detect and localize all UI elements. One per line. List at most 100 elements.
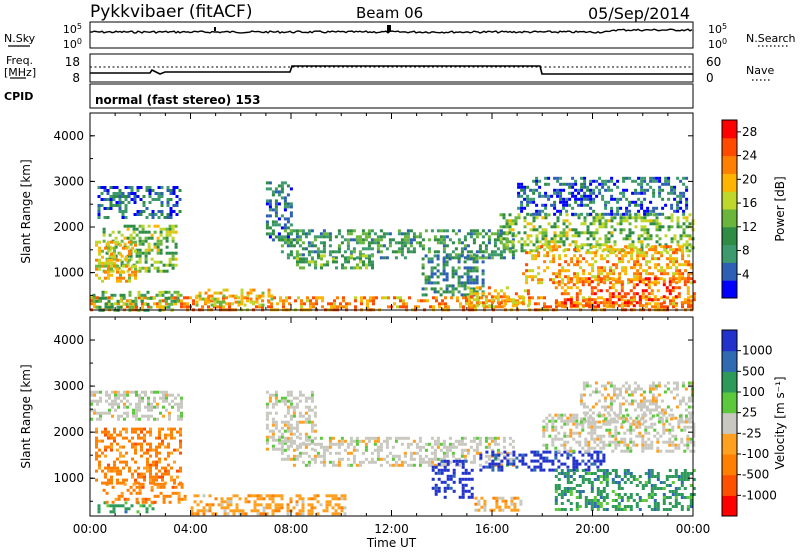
range-gate-cell <box>274 214 278 218</box>
range-gate-cell <box>660 251 664 255</box>
range-gate-cell <box>139 504 143 508</box>
range-gate-cell <box>538 209 542 213</box>
range-gate-cell <box>655 179 659 183</box>
range-gate-cell <box>639 275 643 279</box>
range-gate-cell <box>491 459 495 463</box>
range-gate-cell <box>95 427 98 431</box>
range-gate-cell <box>462 296 465 300</box>
range-gate-cell <box>499 213 503 217</box>
range-gate-cell <box>692 292 696 296</box>
range-gate-cell <box>171 491 175 495</box>
range-gate-cell <box>472 281 476 285</box>
range-gate-cell <box>429 305 432 309</box>
range-gate-cell <box>110 246 113 250</box>
range-gate-cell <box>285 299 288 303</box>
range-gate-cell <box>403 232 407 236</box>
range-gate-cell <box>126 411 129 415</box>
range-gate-cell <box>502 256 506 260</box>
range-gate-cell <box>325 509 329 513</box>
range-gate-cell <box>547 213 551 217</box>
range-gate-cell <box>299 260 302 264</box>
range-gate-cell <box>267 300 271 304</box>
range-gate-cell <box>176 290 180 294</box>
range-gate-cell <box>98 261 101 265</box>
range-gate-cell <box>406 463 410 467</box>
range-gate-cell <box>121 210 125 213</box>
range-gate-cell <box>543 302 546 306</box>
range-gate-cell <box>289 205 293 209</box>
range-gate-cell <box>478 247 482 251</box>
range-gate-cell <box>579 245 583 249</box>
range-gate-cell <box>430 445 434 449</box>
range-gate-cell <box>298 414 302 418</box>
range-gate-cell <box>196 509 200 513</box>
range-gate-cell <box>283 202 287 206</box>
range-gate-cell <box>576 245 580 249</box>
range-gate-cell <box>156 494 160 498</box>
range-gate-cell <box>168 230 172 234</box>
range-gate-cell <box>294 299 297 303</box>
range-gate-cell <box>132 482 136 486</box>
range-gate-cell <box>162 299 165 303</box>
range-gate-cell <box>110 436 113 440</box>
range-gate-cell <box>689 295 693 299</box>
range-gate-cell <box>591 266 595 270</box>
range-gate-cell <box>93 399 96 403</box>
range-gate-cell <box>168 224 172 228</box>
range-gate-cell <box>534 254 538 258</box>
range-gate-cell <box>451 293 455 297</box>
range-gate-cell <box>445 445 449 449</box>
range-gate-cell <box>394 454 398 458</box>
cpid-panel-frame <box>89 83 694 109</box>
range-gate-cell <box>646 206 650 210</box>
range-gate-cell <box>165 393 168 397</box>
range-gate-cell <box>676 200 680 204</box>
range-gate-cell <box>590 292 594 296</box>
range-gate-cell <box>434 486 438 490</box>
range-gate-cell <box>596 289 600 293</box>
range-gate-cell <box>575 440 579 444</box>
range-gate-cell <box>559 212 563 216</box>
range-gate-cell <box>574 231 578 235</box>
range-gate-cell <box>255 294 259 298</box>
range-gate-cell <box>607 240 611 244</box>
range-gate-cell <box>265 405 269 409</box>
range-gate-cell <box>657 302 660 306</box>
range-gate-cell <box>659 277 663 281</box>
range-gate-cell <box>126 399 129 403</box>
range-gate-cell <box>302 257 305 261</box>
range-gate-cell <box>137 475 140 479</box>
range-gate-cell <box>665 449 669 453</box>
range-gate-cell <box>516 496 520 500</box>
range-gate-cell <box>107 445 110 449</box>
range-gate-cell <box>199 509 203 513</box>
colorbar-tick-label: 24 <box>742 149 757 163</box>
range-gate-cell <box>544 216 548 220</box>
range-gate-cell <box>156 242 160 246</box>
range-gate-cell <box>150 405 153 409</box>
range-gate-cell <box>164 445 167 449</box>
range-gate-cell <box>190 509 194 513</box>
range-gate-cell <box>571 234 575 238</box>
range-gate-cell <box>689 413 693 417</box>
range-gate-cell <box>166 216 170 219</box>
range-gate-cell <box>146 463 149 467</box>
range-gate-cell <box>158 290 162 294</box>
range-gate-cell <box>475 445 479 449</box>
range-gate-cell <box>641 295 645 299</box>
range-gate-cell <box>138 254 142 258</box>
range-gate-cell <box>147 269 151 273</box>
range-gate-cell <box>479 468 483 472</box>
range-gate-cell <box>463 244 467 248</box>
range-gate-cell <box>573 272 577 276</box>
range-gate-cell <box>295 241 299 245</box>
range-gate-cell <box>584 462 588 466</box>
range-gate-cell <box>571 185 575 189</box>
range-gate-cell <box>583 231 587 235</box>
range-gate-cell <box>496 448 500 452</box>
range-gate-cell <box>328 494 332 498</box>
range-gate-cell <box>590 508 594 511</box>
range-gate-cell <box>500 459 504 463</box>
range-gate-cell <box>569 413 573 417</box>
range-gate-cell <box>202 494 206 498</box>
